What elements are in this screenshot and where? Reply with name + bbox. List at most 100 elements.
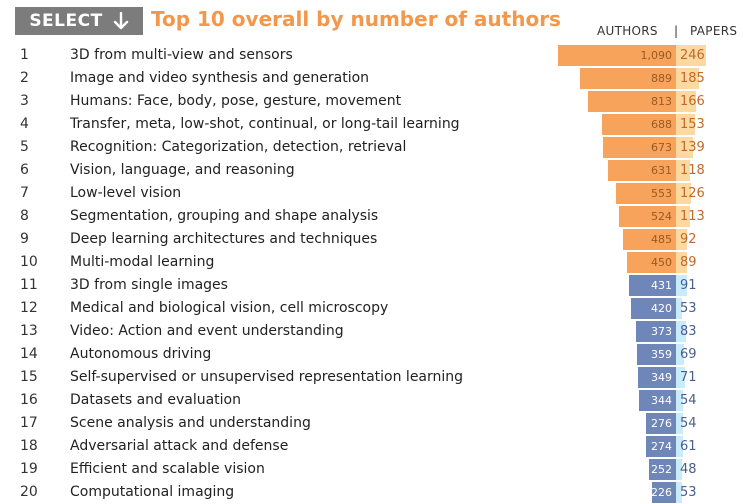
chart-row[interactable]: 5 Recognition: Categorization, detection,… (0, 136, 743, 159)
authors-bar[interactable]: 373 (636, 321, 676, 342)
papers-bar[interactable] (676, 321, 686, 342)
chart-row[interactable]: 2 Image and video synthesis and generatio… (0, 67, 743, 90)
papers-value-label: 185 (680, 71, 705, 86)
papers-bar[interactable] (676, 45, 706, 66)
papers-value-label: 89 (680, 255, 697, 270)
papers-value-label: 153 (680, 117, 705, 132)
chart-row[interactable]: 17 Scene analysis and understanding 276 54 (0, 412, 743, 435)
authors-bar[interactable]: 344 (639, 390, 676, 411)
papers-bar[interactable] (676, 68, 699, 89)
rank-label: 20 (20, 484, 38, 500)
category-label: Video: Action and event understanding (70, 323, 344, 339)
authors-bar[interactable]: 485 (623, 229, 676, 250)
chart-row[interactable]: 9 Deep learning architectures and techniq… (0, 228, 743, 251)
papers-bar[interactable] (676, 367, 685, 388)
category-label: Low-level vision (70, 185, 182, 201)
papers-bar[interactable] (676, 137, 693, 158)
papers-bar[interactable] (676, 390, 683, 411)
chart-row[interactable]: 4 Transfer, meta, low-shot, continual, or… (0, 113, 743, 136)
column-separator: | (674, 24, 679, 38)
rank-label: 13 (20, 323, 38, 339)
chart-row[interactable]: 15 Self-supervised or unsupervised repres… (0, 366, 743, 389)
authors-bar[interactable]: 226 (651, 482, 676, 503)
papers-value-label: 53 (680, 485, 697, 500)
rank-label: 15 (20, 369, 38, 385)
papers-value-label: 139 (680, 140, 705, 155)
category-label: Adversarial attack and defense (70, 438, 289, 454)
chart-row[interactable]: 3 Humans: Face, body, pose, gesture, move… (0, 90, 743, 113)
authors-bar[interactable]: 631 (608, 160, 676, 181)
chart-title: Top 10 overall by number of authors (151, 7, 561, 31)
category-label: Datasets and evaluation (70, 392, 241, 408)
papers-bar[interactable] (676, 298, 682, 319)
papers-bar[interactable] (676, 183, 691, 204)
chart-row[interactable]: 10 Multi-modal learning 450 89 (0, 251, 743, 274)
authors-bar[interactable]: 673 (603, 137, 676, 158)
papers-bar[interactable] (676, 91, 696, 112)
rank-label: 12 (20, 300, 38, 316)
papers-bar[interactable] (676, 459, 682, 480)
authors-bar[interactable]: 688 (602, 114, 676, 135)
papers-bar[interactable] (676, 229, 687, 250)
papers-value-label: 61 (680, 439, 697, 454)
authors-bar[interactable]: 420 (631, 298, 676, 319)
authors-bar[interactable]: 359 (637, 344, 676, 365)
chart-row[interactable]: 6 Vision, language, and reasoning 631 118 (0, 159, 743, 182)
papers-value-label: 113 (680, 209, 705, 224)
papers-value-label: 246 (680, 48, 705, 63)
chart-row[interactable]: 12 Medical and biological vision, cell mi… (0, 297, 743, 320)
chart-row[interactable]: 18 Adversarial attack and defense 274 61 (0, 435, 743, 458)
chart-row[interactable]: 14 Autonomous driving 359 69 (0, 343, 743, 366)
authors-bar[interactable]: 553 (616, 183, 676, 204)
rank-label: 2 (20, 70, 29, 86)
authors-bar[interactable]: 524 (619, 206, 676, 227)
rank-label: 3 (20, 93, 29, 109)
chart-row[interactable]: 13 Video: Action and event understanding 3… (0, 320, 743, 343)
authors-column-header: AUTHORS (597, 24, 658, 38)
rank-label: 11 (20, 277, 38, 293)
category-label: Image and video synthesis and generation (70, 70, 370, 86)
chart-row[interactable]: 1 3D from multi-view and sensors 1,090 246 (0, 44, 743, 67)
papers-value-label: 118 (680, 163, 705, 178)
authors-bar[interactable]: 276 (646, 413, 676, 434)
category-label: Medical and biological vision, cell micr… (70, 300, 389, 316)
rank-label: 8 (20, 208, 29, 224)
rank-label: 18 (20, 438, 38, 454)
authors-bar[interactable]: 813 (588, 91, 676, 112)
authors-bar[interactable]: 450 (627, 252, 676, 273)
papers-bar[interactable] (676, 482, 682, 503)
category-label: 3D from single images (70, 277, 228, 293)
chart-row[interactable]: 19 Efficient and scalable vision 252 48 (0, 458, 743, 481)
papers-value-label: 166 (680, 94, 705, 109)
papers-value-label: 126 (680, 186, 705, 201)
papers-column-header: PAPERS (690, 24, 738, 38)
chart-row[interactable]: 8 Segmentation, grouping and shape analys… (0, 205, 743, 228)
rank-label: 6 (20, 162, 29, 178)
papers-bar[interactable] (676, 436, 683, 457)
chart-row[interactable]: 20 Computational imaging 226 53 (0, 481, 743, 504)
papers-value-label: 71 (680, 370, 697, 385)
authors-bar[interactable]: 274 (646, 436, 676, 457)
category-label: Self-supervised or unsupervised represen… (70, 369, 464, 385)
category-label: 3D from multi-view and sensors (70, 47, 293, 63)
papers-bar[interactable] (676, 160, 690, 181)
authors-bar[interactable]: 889 (580, 68, 676, 89)
papers-bar[interactable] (676, 275, 687, 296)
select-button[interactable]: SELECT (15, 7, 143, 35)
authors-bar[interactable]: 349 (638, 367, 676, 388)
papers-bar[interactable] (676, 413, 683, 434)
papers-bar[interactable] (676, 344, 684, 365)
rank-label: 16 (20, 392, 38, 408)
chart-row[interactable]: 11 3D from single images 431 91 (0, 274, 743, 297)
authors-bar[interactable]: 1,090 (558, 45, 676, 66)
chart-row[interactable]: 7 Low-level vision 553 126 (0, 182, 743, 205)
authors-bar[interactable]: 431 (629, 275, 676, 296)
authors-bar[interactable]: 252 (649, 459, 676, 480)
papers-bar[interactable] (676, 252, 687, 273)
rank-label: 7 (20, 185, 29, 201)
papers-value-label: 54 (680, 393, 697, 408)
chart-row[interactable]: 16 Datasets and evaluation 344 54 (0, 389, 743, 412)
category-label: Efficient and scalable vision (70, 461, 265, 477)
papers-bar[interactable] (676, 114, 695, 135)
papers-bar[interactable] (676, 206, 690, 227)
